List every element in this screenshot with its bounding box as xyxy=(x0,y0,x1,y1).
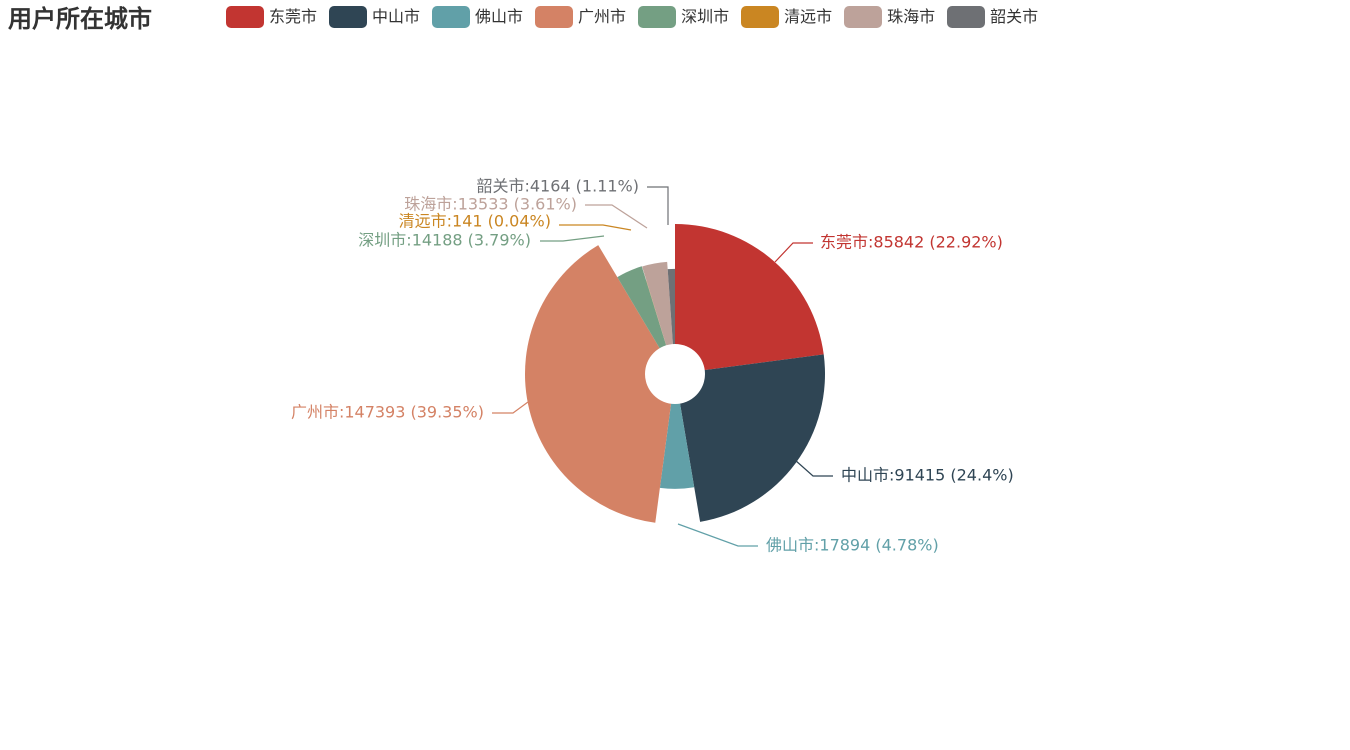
pie-slices xyxy=(524,223,826,523)
leader-line-0 xyxy=(774,242,813,263)
slice-label-3: 广州市:147393 (39.35%) xyxy=(291,403,484,422)
legend-label: 深圳市 xyxy=(681,7,730,26)
legend-item-dongguan[interactable]: 东莞市 xyxy=(226,6,317,28)
slice-label-5: 清远市:141 (0.04%) xyxy=(399,212,551,231)
legend-swatch xyxy=(638,6,677,28)
leader-line-1 xyxy=(794,459,833,477)
pie-slice-0[interactable] xyxy=(675,223,824,374)
pie-slice-4[interactable] xyxy=(617,266,675,374)
legend-item-qingyuan[interactable]: 清远市 xyxy=(741,6,832,28)
pie-slice-3[interactable] xyxy=(524,245,675,523)
leader-line-7 xyxy=(647,186,669,225)
donut-hole xyxy=(645,344,705,404)
legend-label: 佛山市 xyxy=(475,7,524,26)
label-leader-lines xyxy=(492,186,833,547)
leader-line-4 xyxy=(540,235,605,242)
slice-labels: 东莞市:85842 (22.92%) 中山市:91415 (24.4%) 佛山市:1… xyxy=(291,177,1014,555)
legend-item-foshan[interactable]: 佛山市 xyxy=(432,6,523,28)
legend-label: 中山市 xyxy=(372,7,421,26)
legend-swatch xyxy=(432,6,471,28)
slice-label-4: 深圳市:14188 (3.79%) xyxy=(358,231,531,250)
legend-item-guangzhou[interactable]: 广州市 xyxy=(535,6,626,28)
legend-swatch xyxy=(535,6,574,28)
slice-label-0: 东莞市:85842 (22.92%) xyxy=(820,233,1003,252)
slice-label-1: 中山市:91415 (24.4%) xyxy=(841,466,1014,485)
legend-swatch xyxy=(329,6,368,28)
legend: 东莞市 中山市 佛山市 广州市 深圳市 清远市 珠海市 韶关市 xyxy=(226,6,1050,28)
legend-swatch xyxy=(741,6,780,28)
legend-label: 清远市 xyxy=(784,7,833,26)
legend-item-zhongshan[interactable]: 中山市 xyxy=(329,6,420,28)
legend-label: 广州市 xyxy=(578,7,627,26)
legend-label: 韶关市 xyxy=(990,7,1039,26)
legend-swatch xyxy=(844,6,883,28)
legend-label: 珠海市 xyxy=(887,7,936,26)
slice-label-2: 佛山市:17894 (4.78%) xyxy=(766,536,939,555)
legend-swatch xyxy=(947,6,986,28)
chart-title: 用户所在城市 xyxy=(8,5,152,33)
legend-item-shaoguan[interactable]: 韶关市 xyxy=(947,6,1038,28)
slice-label-6: 珠海市:13533 (3.61%) xyxy=(404,195,577,214)
slice-label-7: 韶关市:4164 (1.11%) xyxy=(476,177,639,196)
leader-line-3 xyxy=(492,401,529,414)
legend-item-shenzhen[interactable]: 深圳市 xyxy=(638,6,729,28)
leader-line-6 xyxy=(585,204,648,229)
leader-line-2 xyxy=(677,523,758,547)
pie-slice-2[interactable] xyxy=(659,374,695,489)
legend-item-zhuhai[interactable]: 珠海市 xyxy=(844,6,935,28)
legend-label: 东莞市 xyxy=(269,7,318,26)
legend-swatch xyxy=(226,6,264,28)
leader-line-5 xyxy=(559,224,632,231)
pie-slice-1[interactable] xyxy=(675,354,826,522)
